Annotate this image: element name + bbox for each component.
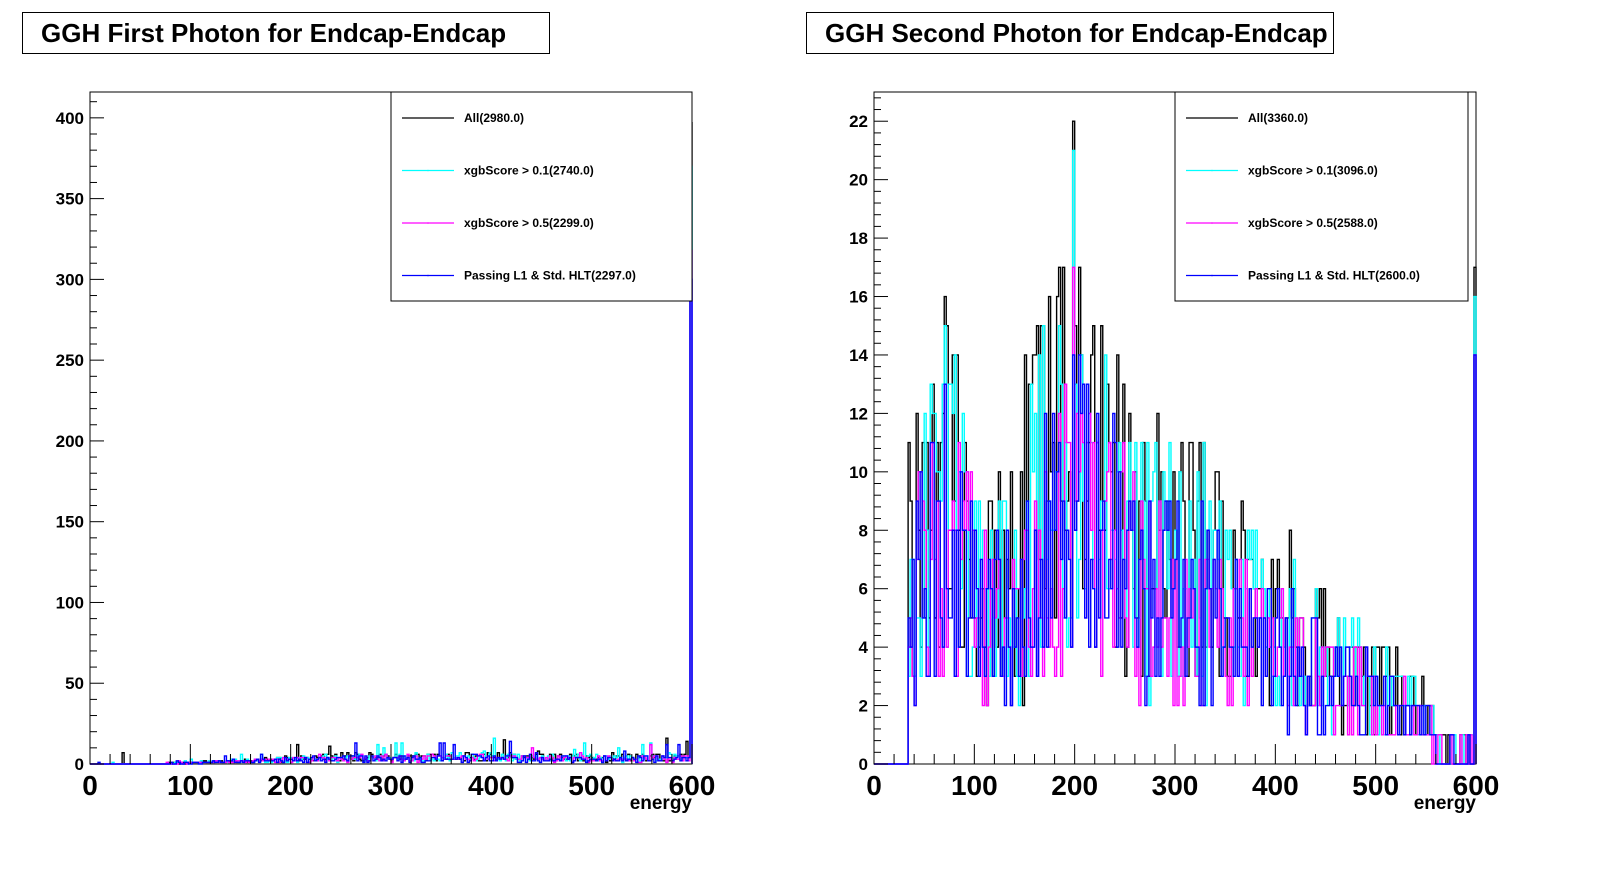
y-tick-label: 22	[849, 112, 868, 131]
chart-1-title: GGH First Photon for Endcap-Endcap	[22, 12, 550, 54]
y-tick-label: 2	[859, 697, 868, 716]
x-tick-label: 600	[669, 770, 716, 801]
x-tick-label: 200	[267, 770, 314, 801]
legend-marker-3	[427, 222, 429, 224]
legend-marker-4	[427, 274, 429, 277]
x-tick-label: 0	[866, 770, 882, 801]
legend-box	[1174, 91, 1469, 302]
legend-marker-3	[1211, 222, 1213, 224]
x-tick-label: 300	[368, 770, 415, 801]
y-tick-label: 12	[849, 404, 868, 423]
x-axis-label: energy	[630, 793, 693, 814]
x-tick-label: 400	[1252, 770, 1299, 801]
y-tick-label: 200	[56, 432, 84, 451]
legend-label-4: Passing L1 & Std. HLT(2297.0)	[464, 269, 636, 283]
chart-1: 0 50 100 150 200 250 300 350 400 0 100 200 300 400 500…	[56, 91, 716, 814]
legend-label-3: xgbScore > 0.5(2299.0)	[464, 216, 594, 230]
y-tick-label: 0	[75, 755, 84, 774]
y-tick-label: 50	[65, 674, 84, 693]
legend-label-3: xgbScore > 0.5(2588.0)	[1248, 216, 1378, 230]
y-tick-label: 8	[859, 521, 868, 540]
legend-label-4: Passing L1 & Std. HLT(2600.0)	[1248, 269, 1420, 283]
histogram-series-4	[874, 354, 1477, 765]
legend: All(2980.0) xgbScore > 0.1(2740.0) xgbScor…	[390, 91, 693, 302]
legend: All(3360.0) xgbScore > 0.1(3096.0) xgbScor…	[1174, 91, 1469, 302]
y-tick-label: 100	[56, 593, 84, 612]
x-tick-label: 400	[468, 770, 515, 801]
y-tick-label: 20	[849, 171, 868, 190]
y-tick-label: 400	[56, 109, 84, 128]
y-tick-label: 14	[849, 346, 868, 365]
y-tick-label: 18	[849, 229, 868, 248]
histogram-series-4	[90, 278, 693, 765]
x-axis-label: energy	[1414, 793, 1477, 814]
y-tick-label: 150	[56, 513, 84, 532]
y-tick-label: 10	[849, 463, 868, 482]
legend-label-1: All(2980.0)	[464, 111, 524, 125]
legend-marker-2	[1211, 169, 1213, 172]
legend-marker-2	[427, 169, 429, 172]
legend-marker-4	[1211, 274, 1213, 277]
x-tick-label: 600	[1453, 770, 1500, 801]
x-tick-label: 100	[167, 770, 214, 801]
chart-2: 0 2 4 6 8 10 12 14 16 18 20 22 0 100 200 300 400 500 600en…	[849, 91, 1500, 814]
x-tick-label: 500	[568, 770, 615, 801]
x-tick-label: 200	[1051, 770, 1098, 801]
legend-label-1: All(3360.0)	[1248, 111, 1308, 125]
chart-2-title: GGH Second Photon for Endcap-Endcap	[806, 12, 1334, 54]
histogram-series-3	[90, 249, 693, 765]
legend-label-2: xgbScore > 0.1(3096.0)	[1248, 164, 1378, 178]
y-tick-label: 250	[56, 351, 84, 370]
y-tick-label: 6	[859, 580, 868, 599]
x-tick-label: 0	[82, 770, 98, 801]
y-tick-label: 0	[859, 755, 868, 774]
y-tick-label: 300	[56, 270, 84, 289]
y-tick-label: 4	[859, 638, 869, 657]
legend-label-2: xgbScore > 0.1(2740.0)	[464, 164, 594, 178]
y-tick-label: 16	[849, 288, 868, 307]
x-tick-label: 300	[1152, 770, 1199, 801]
y-tick-label: 350	[56, 190, 84, 209]
x-tick-label: 500	[1352, 770, 1399, 801]
x-tick-label: 100	[951, 770, 998, 801]
legend-box	[390, 91, 693, 302]
